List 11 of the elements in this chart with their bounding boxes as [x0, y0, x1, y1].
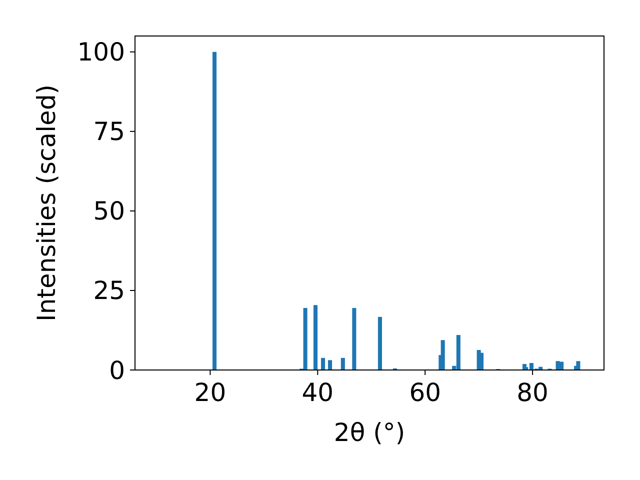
y-tick-label: 100: [77, 38, 125, 67]
y-tick-label: 50: [93, 196, 125, 226]
y-tick-label: 0: [109, 356, 125, 385]
y-tick-label: 75: [93, 117, 125, 146]
y-axis-title: Intensities (scaled): [32, 84, 61, 322]
y-tick-label: 25: [93, 276, 125, 306]
x-tick-label: 40: [302, 378, 334, 407]
x-tick-label: 80: [516, 378, 548, 407]
x-axis-title: 2θ (°): [334, 418, 406, 447]
x-tick-label: 60: [409, 378, 442, 407]
x-tick-label: 20: [194, 378, 226, 407]
